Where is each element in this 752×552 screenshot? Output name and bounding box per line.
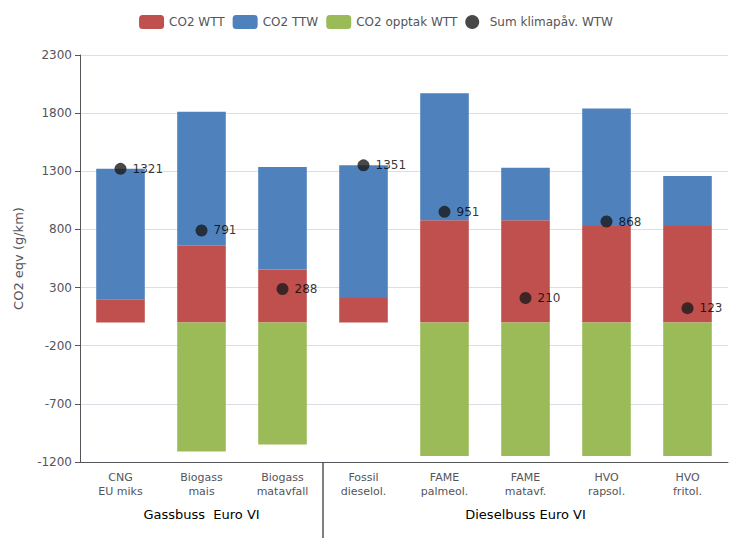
svg-text:Biogass: Biogass (261, 471, 304, 484)
svg-text:-1200: -1200 (37, 455, 72, 469)
svg-text:800: 800 (49, 222, 72, 236)
svg-text:Fossil: Fossil (348, 471, 378, 484)
svg-text:CNG: CNG (108, 471, 132, 484)
svg-text:Dieselbuss Euro VI: Dieselbuss Euro VI (465, 507, 586, 522)
svg-text:288: 288 (295, 282, 318, 296)
svg-text:1800: 1800 (41, 106, 72, 120)
svg-text:matavfall: matavfall (257, 485, 309, 498)
svg-text:CO2 opptak WTT: CO2 opptak WTT (356, 15, 458, 29)
svg-text:CO2 TTW: CO2 TTW (263, 15, 319, 29)
svg-text:EU miks: EU miks (98, 485, 143, 498)
svg-text:Gassbuss Euro VI: Gassbuss Euro VI (143, 507, 259, 522)
svg-text:mais: mais (188, 485, 215, 498)
svg-text:Biogass: Biogass (180, 471, 223, 484)
svg-text:791: 791 (214, 223, 237, 237)
svg-text:CO2 eqv (g/km): CO2 eqv (g/km) (11, 207, 26, 310)
svg-text:CO2 WTT: CO2 WTT (169, 15, 225, 29)
svg-text:FAME: FAME (430, 471, 459, 484)
svg-text:Sum klimapåv. WTW: Sum klimapåv. WTW (490, 15, 613, 29)
svg-text:951: 951 (457, 205, 480, 219)
svg-text:1321: 1321 (133, 162, 164, 176)
svg-text:2300: 2300 (41, 48, 72, 62)
svg-text:fritol.: fritol. (673, 485, 702, 498)
svg-text:rapsol.: rapsol. (588, 485, 625, 498)
svg-text:-200: -200 (45, 339, 72, 353)
svg-text:123: 123 (700, 301, 723, 315)
svg-text:-700: -700 (45, 397, 72, 411)
svg-text:210: 210 (538, 291, 561, 305)
svg-text:matavf.: matavf. (505, 485, 547, 498)
svg-text:dieselol.: dieselol. (341, 485, 387, 498)
svg-text:FAME: FAME (511, 471, 540, 484)
svg-text:868: 868 (619, 215, 642, 229)
svg-text:palmeol.: palmeol. (421, 485, 469, 498)
svg-text:300: 300 (49, 281, 72, 295)
svg-text:1300: 1300 (41, 164, 72, 178)
svg-text:HVO: HVO (675, 471, 700, 484)
svg-text:HVO: HVO (594, 471, 619, 484)
svg-text:1351: 1351 (376, 158, 407, 172)
